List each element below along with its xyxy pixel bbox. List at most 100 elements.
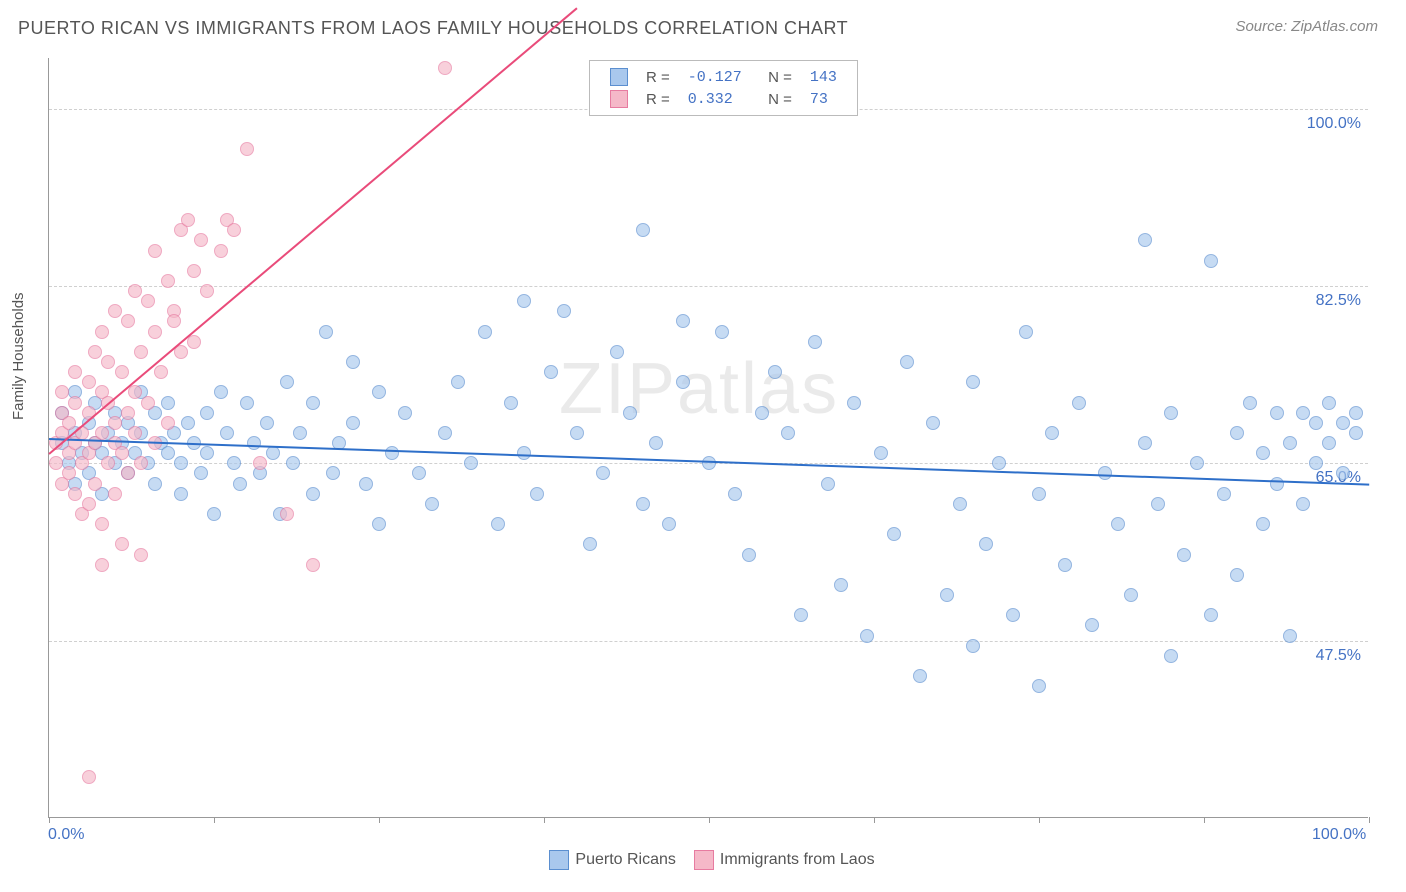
data-point bbox=[359, 477, 373, 491]
data-point bbox=[913, 669, 927, 683]
data-point bbox=[115, 365, 129, 379]
data-point bbox=[115, 537, 129, 551]
data-point bbox=[794, 608, 808, 622]
data-point bbox=[141, 396, 155, 410]
data-point bbox=[438, 61, 452, 75]
data-point bbox=[346, 355, 360, 369]
data-point bbox=[326, 466, 340, 480]
data-point bbox=[220, 426, 234, 440]
data-point bbox=[1204, 608, 1218, 622]
data-point bbox=[676, 314, 690, 328]
legend-swatch bbox=[549, 850, 569, 870]
data-point bbox=[636, 223, 650, 237]
data-point bbox=[154, 365, 168, 379]
data-point bbox=[141, 294, 155, 308]
data-point bbox=[200, 284, 214, 298]
data-point bbox=[260, 416, 274, 430]
data-point bbox=[1309, 456, 1323, 470]
data-point bbox=[101, 355, 115, 369]
data-point bbox=[62, 466, 76, 480]
data-point bbox=[128, 284, 142, 298]
data-point bbox=[306, 558, 320, 572]
data-point bbox=[148, 244, 162, 258]
data-point bbox=[1256, 446, 1270, 460]
data-point bbox=[1270, 406, 1284, 420]
data-point bbox=[887, 527, 901, 541]
data-point bbox=[247, 436, 261, 450]
data-point bbox=[728, 487, 742, 501]
x-tick bbox=[874, 817, 875, 823]
data-point bbox=[148, 477, 162, 491]
data-point bbox=[88, 345, 102, 359]
data-point bbox=[478, 325, 492, 339]
x-tick bbox=[49, 817, 50, 823]
data-point bbox=[702, 456, 716, 470]
data-point bbox=[1085, 618, 1099, 632]
data-point bbox=[966, 375, 980, 389]
header: PUERTO RICAN VS IMMIGRANTS FROM LAOS FAM… bbox=[0, 0, 1406, 47]
data-point bbox=[821, 477, 835, 491]
chart-plot-area: ZIPatlas 47.5%65.0%82.5%100.0%R =-0.127 … bbox=[48, 58, 1368, 818]
data-point bbox=[491, 517, 505, 531]
data-point bbox=[1164, 406, 1178, 420]
x-tick bbox=[709, 817, 710, 823]
data-point bbox=[319, 325, 333, 339]
x-tick bbox=[544, 817, 545, 823]
x-tick-label: 0.0% bbox=[48, 826, 84, 844]
data-point bbox=[128, 426, 142, 440]
data-point bbox=[1243, 396, 1257, 410]
data-point bbox=[372, 517, 386, 531]
data-point bbox=[544, 365, 558, 379]
data-point bbox=[966, 639, 980, 653]
data-point bbox=[438, 426, 452, 440]
data-point bbox=[1190, 456, 1204, 470]
data-point bbox=[121, 406, 135, 420]
data-point bbox=[464, 456, 478, 470]
legend-swatch bbox=[694, 850, 714, 870]
data-point bbox=[1138, 436, 1152, 450]
watermark: ZIPatlas bbox=[559, 348, 839, 430]
data-point bbox=[940, 588, 954, 602]
data-point bbox=[874, 446, 888, 460]
data-point bbox=[1072, 396, 1086, 410]
data-point bbox=[115, 446, 129, 460]
data-point bbox=[398, 406, 412, 420]
data-point bbox=[860, 629, 874, 643]
trend-line bbox=[49, 438, 1369, 486]
data-point bbox=[1164, 649, 1178, 663]
data-point bbox=[121, 314, 135, 328]
data-point bbox=[1151, 497, 1165, 511]
data-point bbox=[233, 477, 247, 491]
data-point bbox=[900, 355, 914, 369]
y-axis-label: Family Households bbox=[10, 292, 27, 420]
data-point bbox=[121, 466, 135, 480]
data-point bbox=[306, 396, 320, 410]
chart-title: PUERTO RICAN VS IMMIGRANTS FROM LAOS FAM… bbox=[18, 18, 848, 39]
data-point bbox=[214, 385, 228, 399]
data-point bbox=[1019, 325, 1033, 339]
data-point bbox=[517, 446, 531, 460]
data-point bbox=[1177, 548, 1191, 562]
data-point bbox=[1058, 558, 1072, 572]
data-point bbox=[953, 497, 967, 511]
x-tick bbox=[214, 817, 215, 823]
data-point bbox=[372, 385, 386, 399]
x-tick bbox=[379, 817, 380, 823]
legend-bottom: Puerto RicansImmigrants from Laos bbox=[0, 850, 1406, 870]
data-point bbox=[412, 466, 426, 480]
data-point bbox=[101, 456, 115, 470]
data-point bbox=[280, 507, 294, 521]
data-point bbox=[530, 487, 544, 501]
data-point bbox=[715, 325, 729, 339]
data-point bbox=[161, 446, 175, 460]
data-point bbox=[200, 446, 214, 460]
data-point bbox=[240, 396, 254, 410]
data-point bbox=[62, 416, 76, 430]
data-point bbox=[1124, 588, 1138, 602]
data-point bbox=[181, 416, 195, 430]
data-point bbox=[286, 456, 300, 470]
data-point bbox=[293, 426, 307, 440]
data-point bbox=[1230, 568, 1244, 582]
data-point bbox=[557, 304, 571, 318]
data-point bbox=[1204, 254, 1218, 268]
